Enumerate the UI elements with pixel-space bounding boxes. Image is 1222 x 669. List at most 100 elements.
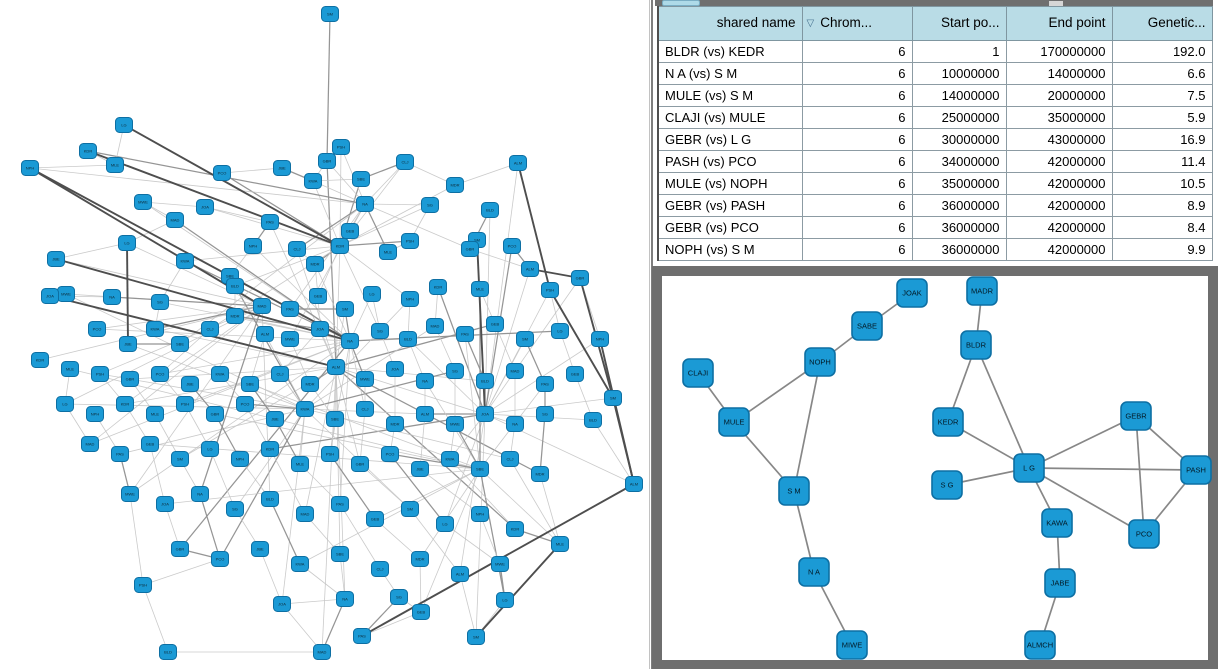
network-node[interactable]	[441, 451, 459, 467]
table-cell[interactable]: 9.9	[1111, 238, 1213, 261]
network-node[interactable]	[191, 486, 209, 502]
network-node[interactable]	[251, 541, 269, 557]
network-node[interactable]	[296, 506, 314, 522]
network-node[interactable]	[363, 286, 381, 302]
network-node[interactable]	[326, 411, 344, 427]
network-node[interactable]	[531, 466, 549, 482]
network-node[interactable]	[412, 604, 430, 620]
network-node[interactable]	[56, 396, 74, 412]
network-node[interactable]	[966, 276, 998, 306]
scrollbar-notch-fragment[interactable]	[1049, 1, 1063, 6]
network-node[interactable]	[501, 451, 519, 467]
table-cell[interactable]: 42000000	[1005, 150, 1113, 173]
network-node[interactable]	[521, 261, 539, 277]
network-node[interactable]	[226, 278, 244, 294]
network-node[interactable]	[353, 628, 371, 644]
network-node[interactable]	[88, 321, 106, 337]
network-node[interactable]	[401, 501, 419, 517]
network-node[interactable]	[446, 363, 464, 379]
network-node[interactable]	[115, 117, 133, 133]
network-node[interactable]	[336, 301, 354, 317]
network-node[interactable]	[211, 551, 229, 567]
network-node[interactable]	[426, 318, 444, 334]
network-node[interactable]	[261, 491, 279, 507]
network-node[interactable]	[103, 289, 121, 305]
network-node[interactable]	[306, 256, 324, 272]
table-cell[interactable]: 42000000	[1005, 216, 1113, 239]
table-cell[interactable]: 170000000	[1005, 40, 1113, 63]
column-header-4[interactable]: Genetic...	[1111, 6, 1213, 41]
network-node[interactable]	[541, 282, 559, 298]
network-node[interactable]	[341, 223, 359, 239]
network-node[interactable]	[436, 516, 454, 532]
table-cell[interactable]: 34000000	[911, 150, 1007, 173]
network-node[interactable]	[301, 376, 319, 392]
network-node[interactable]	[121, 486, 139, 502]
network-node[interactable]	[213, 165, 231, 181]
table-cell[interactable]: BLDR (vs) KEDR	[657, 40, 803, 63]
network-node[interactable]	[151, 294, 169, 310]
table-cell[interactable]: 36000000	[911, 238, 1007, 261]
network-node[interactable]	[551, 536, 569, 552]
network-node[interactable]	[682, 358, 714, 388]
network-node[interactable]	[401, 291, 419, 307]
network-node[interactable]	[491, 556, 509, 572]
network-node[interactable]	[390, 589, 408, 605]
network-node[interactable]	[341, 333, 359, 349]
table-cell[interactable]: 6	[801, 84, 913, 107]
network-node[interactable]	[1180, 455, 1212, 485]
network-node[interactable]	[471, 506, 489, 522]
network-node[interactable]	[288, 241, 306, 257]
network-node[interactable]	[244, 238, 262, 254]
table-row[interactable]: MULE (vs) S M 6 14000000 20000000 7.5	[657, 84, 1213, 107]
network-node[interactable]	[196, 199, 214, 215]
table-row[interactable]: CLAJI (vs) MULE 6 25000000 35000000 5.9	[657, 106, 1213, 129]
network-node[interactable]	[386, 416, 404, 432]
network-node[interactable]	[481, 202, 499, 218]
network-node[interactable]	[134, 577, 152, 593]
scrollbar-thumb-fragment[interactable]	[662, 0, 700, 6]
table-cell[interactable]: 14000000	[911, 84, 1007, 107]
table-cell[interactable]: 7.5	[1111, 84, 1213, 107]
network-node[interactable]	[366, 511, 384, 527]
network-node[interactable]	[261, 441, 279, 457]
network-node[interactable]	[416, 373, 434, 389]
network-node[interactable]	[79, 143, 97, 159]
network-node[interactable]	[396, 154, 414, 170]
table-cell[interactable]: GEBR (vs) PASH	[657, 194, 803, 217]
table-cell[interactable]: 6.6	[1111, 62, 1213, 85]
network-node[interactable]	[121, 371, 139, 387]
column-header-0[interactable]: shared name	[657, 6, 803, 41]
network-node[interactable]	[231, 451, 249, 467]
table-cell[interactable]: 43000000	[1005, 128, 1113, 151]
table-cell[interactable]: PASH (vs) PCO	[657, 150, 803, 173]
network-node[interactable]	[206, 406, 224, 422]
network-node[interactable]	[321, 446, 339, 462]
network-node[interactable]	[327, 359, 345, 375]
network-node[interactable]	[411, 461, 429, 477]
table-cell[interactable]: 14000000	[1005, 62, 1113, 85]
network-node[interactable]	[421, 197, 439, 213]
network-node[interactable]	[86, 406, 104, 422]
table-cell[interactable]: 42000000	[1005, 172, 1113, 195]
network-node[interactable]	[156, 496, 174, 512]
network-node[interactable]	[41, 288, 59, 304]
table-cell[interactable]: MULE (vs) S M	[657, 84, 803, 107]
network-node[interactable]	[211, 366, 229, 382]
table-cell[interactable]: 16.9	[1111, 128, 1213, 151]
table-cell[interactable]: 6	[801, 40, 913, 63]
table-cell[interactable]: GEBR (vs) L G	[657, 128, 803, 151]
network-node[interactable]	[291, 556, 309, 572]
network-node[interactable]	[151, 366, 169, 382]
table-cell[interactable]: 8.4	[1111, 216, 1213, 239]
table-cell[interactable]: 11.4	[1111, 150, 1213, 173]
network-node[interactable]	[351, 456, 369, 472]
table-row[interactable]: N A (vs) S M 6 10000000 14000000 6.6	[657, 62, 1213, 85]
network-node[interactable]	[281, 301, 299, 317]
network-node[interactable]	[291, 456, 309, 472]
detail-network-canvas[interactable]: JOAK SABE NOPH CLAJI MULE S M N A MIWE MADR BLDR K…	[662, 276, 1212, 660]
table-cell[interactable]: 6	[801, 106, 913, 129]
network-node[interactable]	[379, 244, 397, 260]
network-node[interactable]	[31, 352, 49, 368]
column-header-2[interactable]: Start po...	[911, 6, 1007, 41]
